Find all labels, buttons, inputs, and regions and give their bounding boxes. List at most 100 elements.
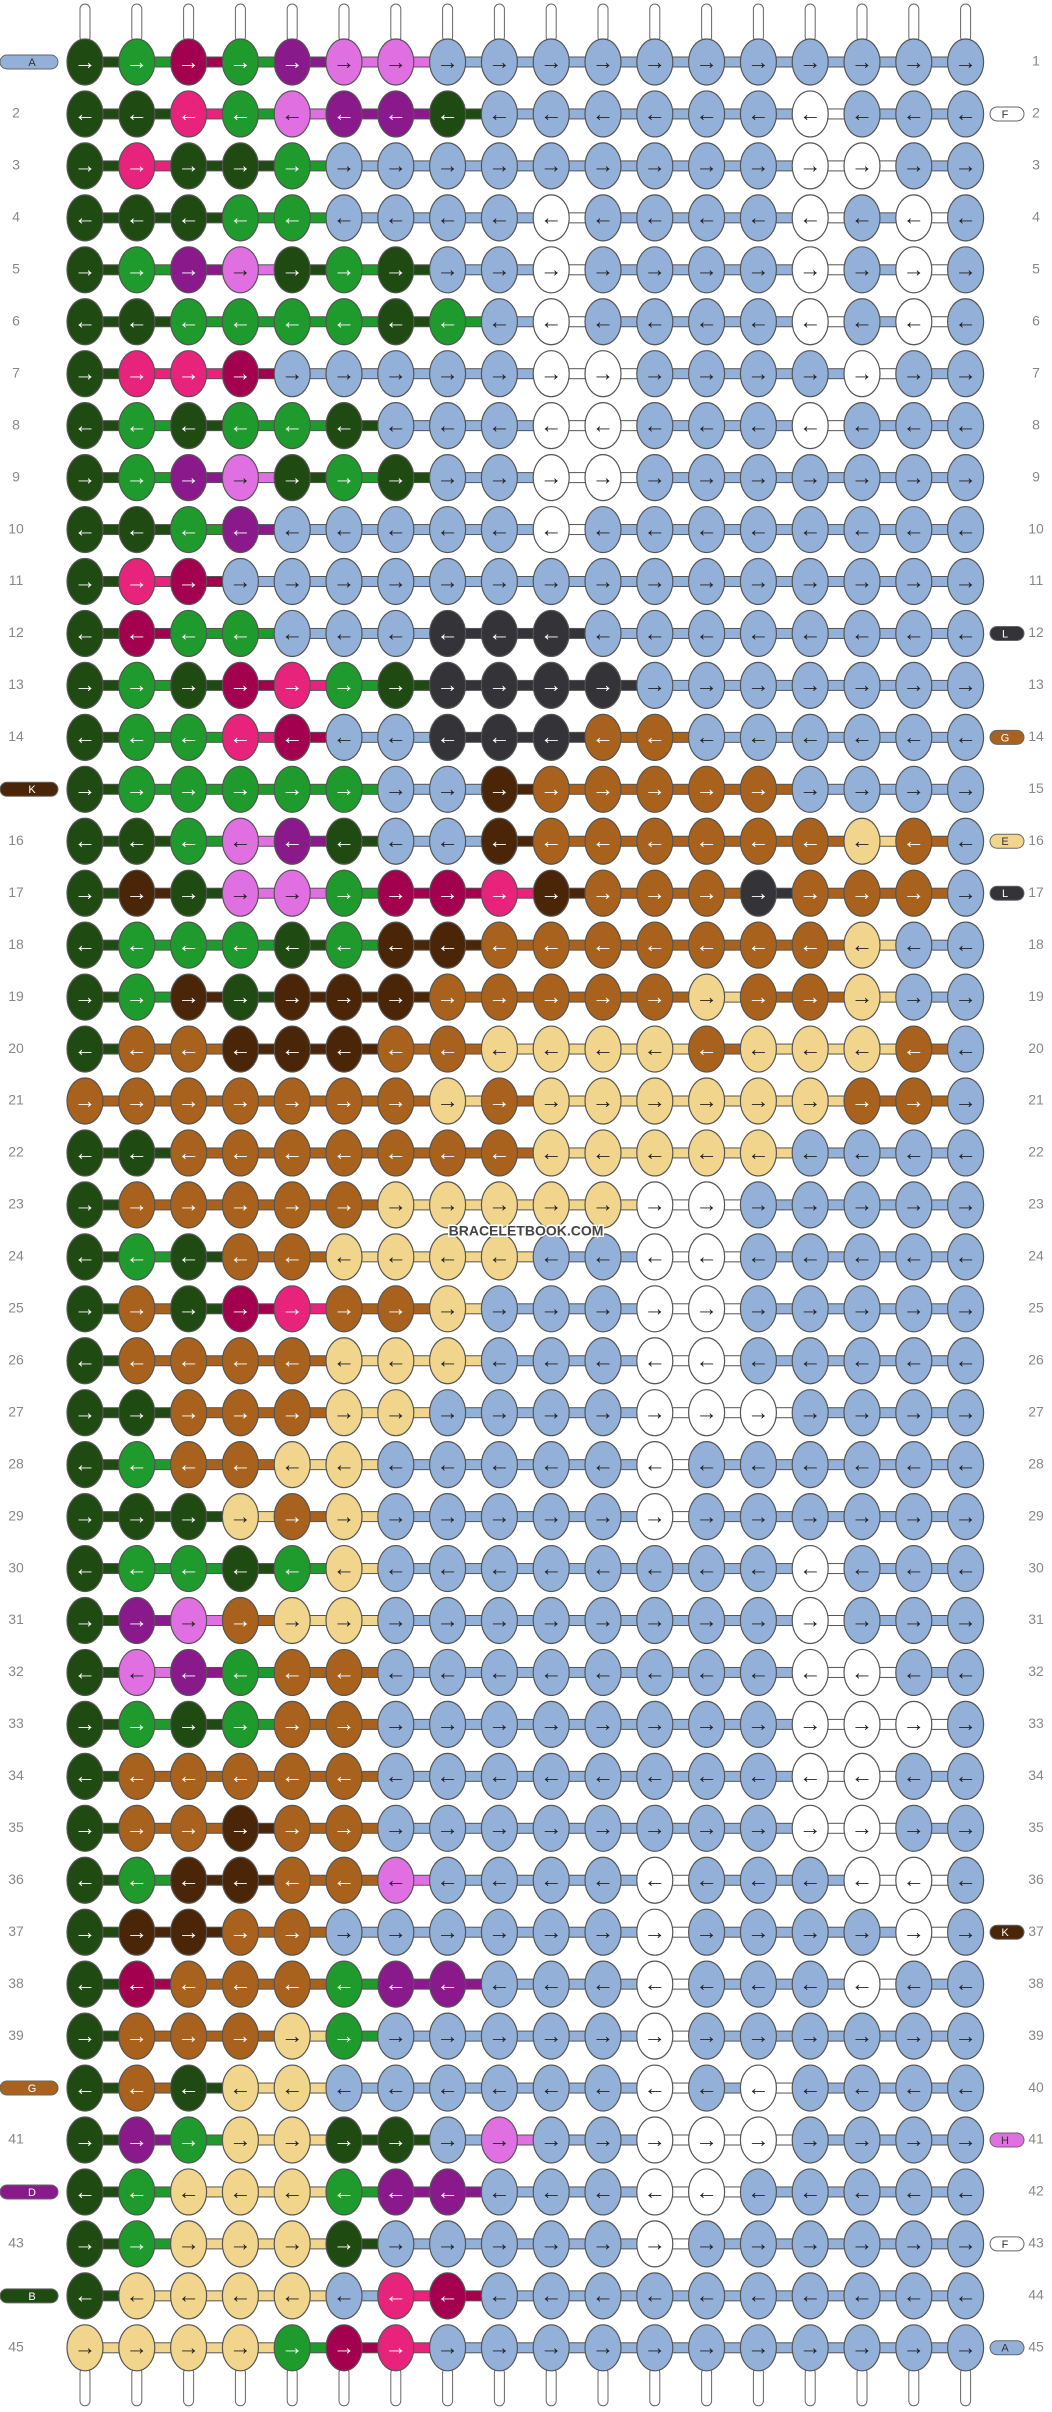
- knot: [273, 298, 311, 346]
- knot-arrow: →: [385, 361, 407, 386]
- string-label: B: [28, 2291, 35, 2303]
- knot-arrow: →: [488, 257, 510, 282]
- row-number: 7: [1032, 364, 1040, 380]
- knot-arrow: →: [696, 361, 718, 386]
- knot-arrow: →: [747, 257, 769, 282]
- knot-arrow: →: [799, 880, 821, 905]
- knot-arrow: ←: [126, 1763, 148, 1788]
- knot-arrow: →: [955, 1919, 977, 1944]
- row-number: 45: [8, 2339, 24, 2355]
- knot-arrow: ←: [540, 1763, 562, 1788]
- row-number: 5: [12, 261, 20, 277]
- knot: [636, 38, 674, 86]
- knot-arrow: ←: [747, 309, 769, 334]
- knot-arrow: →: [592, 984, 614, 1009]
- knot-arrow: →: [903, 1503, 925, 1528]
- knot-arrow: →: [126, 361, 148, 386]
- knot-arrow: ←: [488, 1244, 510, 1269]
- knot-arrow: →: [540, 1711, 562, 1736]
- row-number: 32: [8, 1663, 24, 1679]
- string-end: [234, 3, 246, 43]
- string-end: [234, 2367, 246, 2407]
- knot-arrow: ←: [281, 309, 303, 334]
- knot: [584, 90, 622, 138]
- knot-arrow: →: [74, 49, 96, 74]
- knot-arrow: ←: [903, 516, 925, 541]
- knot-arrow: →: [126, 49, 148, 74]
- knot-arrow: →: [178, 153, 200, 178]
- knot: [480, 973, 518, 1021]
- knot-arrow: →: [333, 257, 355, 282]
- knot-arrow: ←: [696, 1451, 718, 1476]
- string-marker: [0, 781, 59, 797]
- knot: [584, 194, 622, 242]
- knot: [429, 194, 467, 242]
- knot-arrow: →: [747, 1607, 769, 1632]
- knot-arrow: ←: [644, 724, 666, 749]
- knot: [221, 350, 259, 398]
- knot-arrow: ←: [126, 828, 148, 853]
- knot-arrow: →: [229, 464, 251, 489]
- knot: [273, 557, 311, 606]
- knot-arrow: ←: [851, 2179, 873, 2204]
- knot-arrow: →: [747, 49, 769, 74]
- knot-arrow: →: [955, 1815, 977, 1840]
- knot-arrow: →: [333, 880, 355, 905]
- knot-arrow: ←: [799, 205, 821, 230]
- knot-arrow: →: [488, 1919, 510, 1944]
- knot-arrow: ←: [747, 1140, 769, 1165]
- knot: [480, 454, 518, 502]
- knot: [273, 869, 311, 917]
- knot-arrow: →: [385, 2127, 407, 2152]
- knot-arrow: →: [592, 1088, 614, 1113]
- knot-arrow: ←: [74, 516, 96, 541]
- knot-arrow: →: [696, 880, 718, 905]
- knot-arrow: ←: [126, 1555, 148, 1580]
- knot: [532, 921, 570, 969]
- knot-arrow: →: [644, 361, 666, 386]
- knot-arrow: ←: [799, 724, 821, 749]
- row-number: 38: [8, 1975, 24, 1991]
- string-marker: [989, 625, 1025, 641]
- knot-arrow: →: [903, 464, 925, 489]
- knot-arrow: ←: [903, 828, 925, 853]
- knot-arrow: →: [955, 361, 977, 386]
- knot-arrow: →: [333, 672, 355, 697]
- knot: [843, 817, 881, 865]
- knot-arrow: →: [385, 2023, 407, 2048]
- knot-arrow: ←: [955, 828, 977, 853]
- knot-arrow: →: [333, 49, 355, 74]
- knot-arrow: ←: [333, 1451, 355, 1476]
- knot-arrow: →: [126, 2335, 148, 2360]
- string-end: [752, 3, 764, 43]
- knot-arrow: →: [955, 984, 977, 1009]
- knot-arrow: ←: [385, 2179, 407, 2204]
- knot: [66, 454, 104, 502]
- knot: [687, 505, 726, 554]
- knot-arrow: ←: [281, 205, 303, 230]
- knot-arrow: →: [385, 1400, 407, 1425]
- knot: [946, 454, 985, 502]
- knot-arrow: ←: [644, 2075, 666, 2100]
- row-number: 34: [8, 1767, 24, 1783]
- knot-arrow: ←: [229, 1555, 251, 1580]
- knot-arrow: ←: [592, 1348, 614, 1373]
- knot-arrow: ←: [229, 2075, 251, 2100]
- knot: [584, 402, 622, 450]
- knot-arrow: ←: [126, 309, 148, 334]
- knot-arrow: ←: [799, 1763, 821, 1788]
- knot-arrow: →: [229, 49, 251, 74]
- knot-arrow: ←: [385, 1867, 407, 1892]
- knot-arrow: →: [333, 153, 355, 178]
- knot: [636, 765, 674, 813]
- knot: [584, 505, 622, 554]
- knot-arrow: ←: [333, 1659, 355, 1684]
- knot-arrow: →: [644, 1296, 666, 1321]
- knot-arrow: ←: [488, 2283, 510, 2308]
- row-number: 21: [1028, 1092, 1044, 1108]
- knot-arrow: ←: [799, 1140, 821, 1165]
- knot-arrow: ←: [385, 1971, 407, 1996]
- knot: [377, 713, 415, 761]
- knot-arrow: ←: [851, 1763, 873, 1788]
- knot-arrow: →: [281, 361, 303, 386]
